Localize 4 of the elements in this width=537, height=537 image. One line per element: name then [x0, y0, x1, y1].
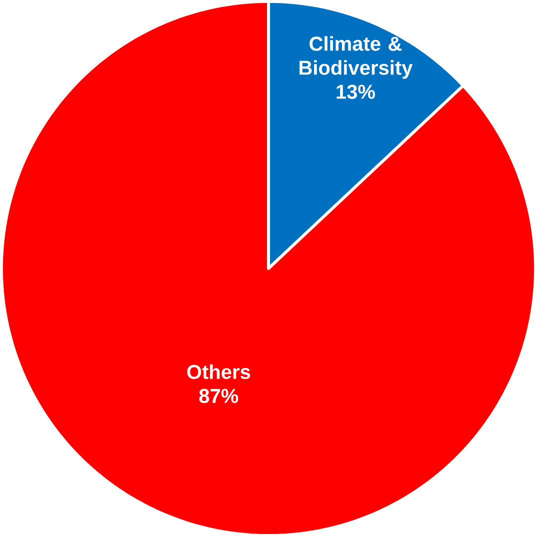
slice-label: Others [187, 364, 250, 380]
slice-label: Climate & Biodiversity [300, 36, 413, 79]
data-label: 13% [336, 84, 375, 99]
data-label: 87% [199, 388, 238, 404]
